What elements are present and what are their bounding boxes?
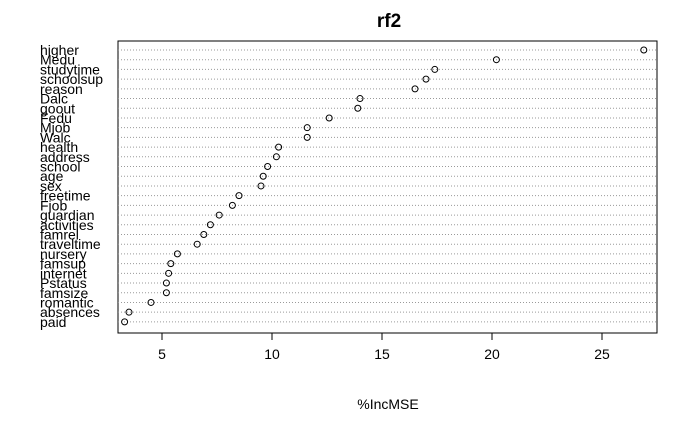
data-point — [165, 269, 173, 277]
x-axis-title: %IncMSE — [357, 396, 418, 412]
data-point — [422, 75, 430, 83]
category-label: school — [40, 159, 80, 175]
category-label: activities — [40, 217, 94, 233]
data-point — [121, 318, 129, 326]
category-label: absences — [40, 304, 100, 320]
data-point — [275, 143, 283, 151]
category-label: studytime — [40, 61, 100, 77]
data-point — [640, 46, 648, 54]
category-label: Walc — [40, 129, 71, 145]
data-point — [259, 172, 267, 180]
data-point — [215, 211, 223, 219]
x-tick-label: 10 — [264, 346, 280, 362]
category-label: freetime — [40, 188, 91, 204]
data-point — [354, 104, 362, 112]
category-label: Dalc — [40, 91, 68, 107]
category-label: health — [40, 139, 78, 155]
data-point — [162, 289, 170, 297]
category-label: traveltime — [40, 236, 101, 252]
data-point — [173, 250, 181, 258]
category-label: sex — [40, 178, 62, 194]
category-label: famsup — [40, 256, 86, 272]
data-point — [257, 182, 265, 190]
x-tick-label: 25 — [594, 346, 610, 362]
data-point — [325, 114, 333, 122]
data-point — [272, 153, 280, 161]
data-point — [200, 230, 208, 238]
data-point — [162, 279, 170, 287]
x-tick-label: 15 — [374, 346, 390, 362]
category-label: age — [40, 168, 64, 184]
x-tick-label: 20 — [484, 346, 500, 362]
category-label: guardian — [40, 207, 95, 223]
data-point — [303, 133, 311, 141]
category-label: address — [40, 149, 90, 165]
category-label: Fedu — [40, 110, 72, 126]
data-point — [235, 192, 243, 200]
data-point — [206, 221, 214, 229]
category-label: Medu — [40, 52, 75, 68]
category-label: famsize — [40, 285, 88, 301]
category-label: Fjob — [40, 197, 67, 213]
category-label: nursery — [40, 246, 87, 262]
data-point — [167, 260, 175, 268]
data-points — [121, 46, 648, 326]
category-label: internet — [40, 265, 87, 281]
category-label: Pstatus — [40, 275, 87, 291]
data-point — [193, 240, 201, 248]
data-point — [147, 298, 155, 306]
category-label: famrel — [40, 226, 79, 242]
data-point — [411, 85, 419, 93]
x-axis: 5 10 15 20 25 — [158, 332, 610, 362]
category-label: romantic — [40, 294, 94, 310]
x-tick-label: 5 — [158, 346, 166, 362]
data-point — [492, 56, 500, 64]
chart-title: rf2 — [377, 11, 401, 32]
category-label: goout — [40, 100, 75, 116]
data-point — [125, 308, 133, 316]
category-label: higher — [40, 42, 79, 58]
category-label: schoolsup — [40, 71, 103, 87]
data-point — [228, 201, 236, 209]
plot-area — [117, 40, 658, 334]
category-label: Mjob — [40, 120, 71, 136]
data-point — [264, 163, 272, 171]
category-label: paid — [40, 314, 66, 330]
guide-lines — [118, 49, 657, 323]
category-labels: higherMedustudytimeschoolsupreasonDalcgo… — [40, 42, 103, 330]
category-label: reason — [40, 81, 83, 97]
data-point — [303, 124, 311, 132]
data-point — [356, 95, 364, 103]
data-point — [431, 65, 439, 73]
